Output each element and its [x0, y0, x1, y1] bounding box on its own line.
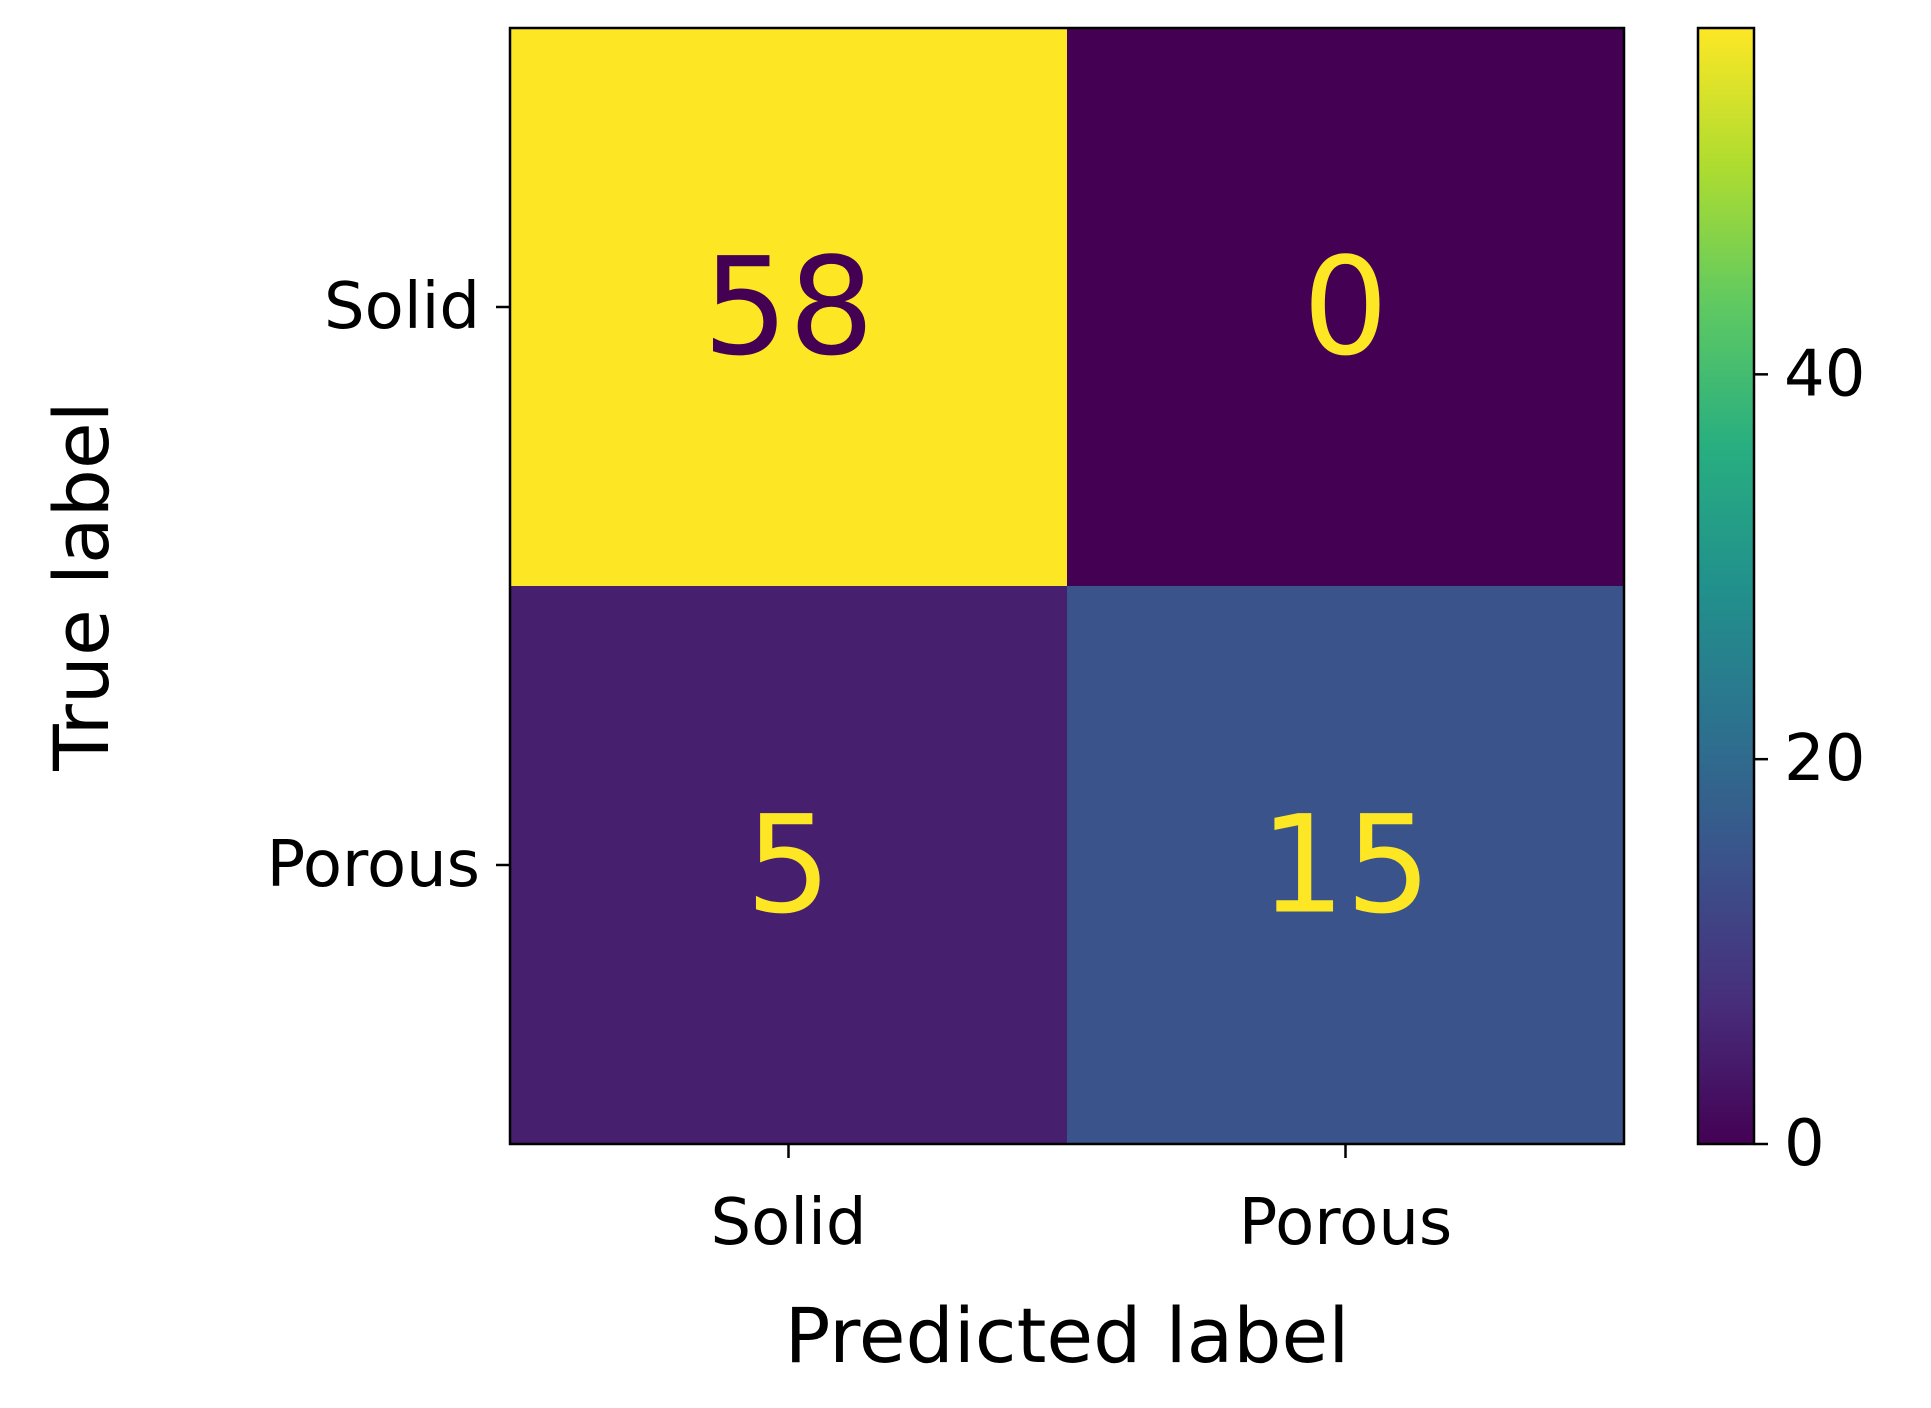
y-axis-label: True label — [37, 401, 126, 771]
heatmap-cell — [510, 28, 1068, 587]
x-axis-ticks: Solid Porous — [711, 1144, 1452, 1260]
cell-value-label: 15 — [1260, 787, 1432, 944]
heatmap-cell — [510, 586, 1068, 1145]
plot-frame — [508, 26, 1626, 1146]
heatmap-cells: 58 0 5 15 — [510, 28, 1625, 1145]
colorbar-ticks: 0 20 40 — [1754, 337, 1865, 1181]
colorbar-gradient — [1696, 26, 1756, 1146]
cell-value-label: 58 — [703, 229, 875, 386]
colorbar-tick-label: 20 — [1784, 722, 1865, 796]
cell-value-label: 0 — [1303, 229, 1389, 386]
heatmap-cell — [1067, 28, 1625, 587]
heatmap-cell — [1067, 586, 1625, 1145]
y-tick-label: Porous — [267, 828, 480, 902]
colorbar: 0 20 40 — [1696, 26, 1865, 1181]
x-tick-label: Porous — [1239, 1186, 1452, 1260]
x-axis-label: Predicted label — [785, 1291, 1350, 1380]
cell-value-label: 5 — [746, 787, 832, 944]
colorbar-tick-label: 40 — [1784, 337, 1865, 411]
colorbar-tick-label: 0 — [1784, 1107, 1825, 1181]
y-tick-label: Solid — [324, 270, 480, 344]
y-axis-ticks: Solid Porous — [267, 270, 510, 902]
x-tick-label: Solid — [711, 1186, 867, 1260]
